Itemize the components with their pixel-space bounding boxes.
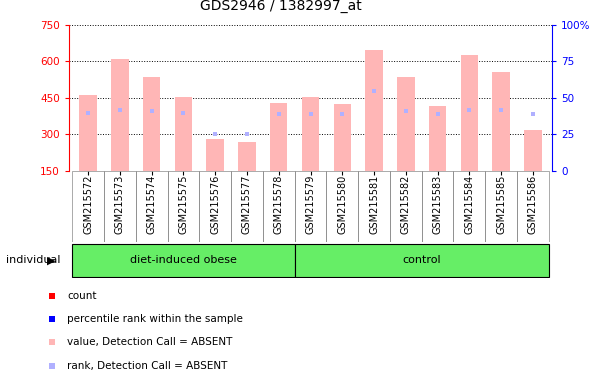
Bar: [454, 171, 485, 242]
Text: GSM215584: GSM215584: [464, 174, 475, 234]
Bar: [517, 171, 549, 242]
Bar: [72, 244, 295, 276]
Text: GSM215586: GSM215586: [528, 174, 538, 234]
Bar: [175, 97, 192, 171]
Bar: [238, 142, 256, 171]
Bar: [136, 171, 167, 242]
Bar: [429, 106, 446, 171]
Text: GDS2946 / 1382997_at: GDS2946 / 1382997_at: [200, 0, 361, 13]
Text: count: count: [67, 291, 97, 301]
Bar: [326, 171, 358, 242]
Text: GSM215579: GSM215579: [305, 174, 316, 234]
Bar: [390, 171, 422, 242]
Text: GSM215583: GSM215583: [433, 174, 443, 234]
Bar: [104, 171, 136, 242]
Text: individual: individual: [6, 255, 61, 265]
Text: GSM215577: GSM215577: [242, 174, 252, 234]
Text: rank, Detection Call = ABSENT: rank, Detection Call = ABSENT: [67, 361, 227, 371]
Bar: [334, 104, 351, 171]
Text: GSM215572: GSM215572: [83, 174, 93, 234]
Bar: [111, 59, 128, 171]
Text: ▶: ▶: [47, 255, 55, 265]
Bar: [295, 244, 549, 276]
Bar: [263, 171, 295, 242]
Text: GSM215581: GSM215581: [369, 174, 379, 234]
Bar: [422, 171, 454, 242]
Bar: [365, 51, 383, 171]
Text: diet-induced obese: diet-induced obese: [130, 255, 237, 265]
Bar: [270, 103, 287, 171]
Text: percentile rank within the sample: percentile rank within the sample: [67, 313, 243, 324]
Text: GSM215578: GSM215578: [274, 174, 284, 234]
Text: GSM215573: GSM215573: [115, 174, 125, 234]
Bar: [485, 171, 517, 242]
Bar: [206, 139, 224, 171]
Bar: [524, 129, 542, 171]
Bar: [397, 77, 415, 171]
Bar: [199, 171, 231, 242]
Bar: [461, 55, 478, 171]
Bar: [358, 171, 390, 242]
Text: value, Detection Call = ABSENT: value, Detection Call = ABSENT: [67, 337, 233, 347]
Bar: [231, 171, 263, 242]
Text: GSM215580: GSM215580: [337, 174, 347, 234]
Text: control: control: [403, 255, 441, 265]
Text: GSM215582: GSM215582: [401, 174, 411, 234]
Bar: [295, 171, 326, 242]
Bar: [79, 96, 97, 171]
Bar: [167, 171, 199, 242]
Bar: [302, 97, 319, 171]
Text: GSM215576: GSM215576: [210, 174, 220, 234]
Bar: [493, 73, 510, 171]
Text: GSM215574: GSM215574: [146, 174, 157, 234]
Text: GSM215575: GSM215575: [178, 174, 188, 234]
Bar: [143, 77, 160, 171]
Text: GSM215585: GSM215585: [496, 174, 506, 234]
Bar: [72, 171, 104, 242]
